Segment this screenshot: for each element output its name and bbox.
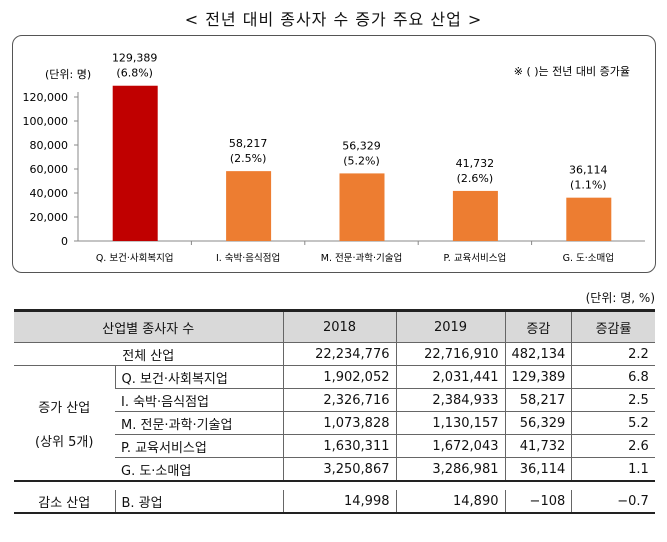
row-label: P. 교육서비스업 bbox=[115, 434, 283, 458]
bar bbox=[452, 190, 498, 241]
y-tick-label: 0 bbox=[61, 235, 68, 248]
table-row-total: 전체 산업 22,234,776 22,716,910 482,134 2.2 bbox=[14, 342, 655, 366]
group-subtitle: (상위 5개) bbox=[35, 434, 94, 450]
row-label: I. 숙박·음식점업 bbox=[115, 388, 283, 412]
cell-y2019: 3,286,981 bbox=[395, 457, 505, 482]
x-tick-label: G. 도·소매업 bbox=[563, 252, 614, 264]
cell-2018: 14,998 bbox=[282, 490, 396, 514]
header-2018: 2018 bbox=[282, 309, 396, 343]
bar-chart: 0 20,000 40,000 60,000 80,000 100,000 120,000 (… bbox=[23, 52, 645, 264]
page-title: < 전년 대비 종사자 수 증가 주요 산업 > bbox=[184, 10, 483, 29]
x-tick-label: Q. 보건·사회복지업 bbox=[96, 252, 174, 264]
table-header: 산업별 종사자 수 2018 2019 증감 증감률 bbox=[14, 309, 655, 343]
bar bbox=[566, 197, 612, 241]
cell-rate: 2.6 bbox=[571, 434, 655, 458]
cell-rate: 5.2 bbox=[571, 411, 655, 435]
cell-y2018: 1,630,311 bbox=[282, 434, 396, 458]
cell-y2018: 1,073,828 bbox=[282, 411, 396, 435]
cell-rate: 2.2 bbox=[571, 342, 655, 366]
y-tick-label: 40,000 bbox=[30, 187, 69, 200]
cell-diff: 482,134 bbox=[504, 342, 572, 366]
cell-2019: 14,890 bbox=[395, 490, 505, 514]
header-diff: 증감 bbox=[504, 309, 572, 343]
table-row: P. 교육서비스업 1,630,311 1,672,043 41,732 2.6 bbox=[14, 434, 655, 458]
cell-y2019: 1,672,043 bbox=[395, 434, 505, 458]
table-unit: (단위: 명, %) bbox=[585, 291, 655, 305]
cell-diff: 36,114 bbox=[504, 457, 572, 482]
table-row: I. 숙박·음식점업 2,326,716 2,384,933 58,217 2.5 bbox=[14, 388, 655, 412]
header-2019: 2019 bbox=[395, 309, 505, 343]
group-label: 증가 산업 (상위 5개) bbox=[14, 365, 115, 482]
bar-value-label: 41,732 bbox=[456, 157, 495, 170]
bar-rate-label: (2.6%) bbox=[457, 172, 494, 185]
bar bbox=[339, 173, 385, 241]
cell-y2018: 1,902,052 bbox=[282, 365, 396, 389]
bar-rate-label: (5.2%) bbox=[343, 154, 380, 167]
employment-table: 산업별 종사자 수 2018 2019 증감 증감률 전체 산업 22,234,… bbox=[14, 309, 655, 514]
table-row: 증가 산업 (상위 5개) Q. 보건·사회복지업 1,902,052 2,031,44… bbox=[14, 365, 655, 482]
bar bbox=[226, 171, 272, 241]
row-label: M. 전문·과학·기술업 bbox=[115, 411, 283, 435]
cell-y2019: 1,130,157 bbox=[395, 411, 505, 435]
cell-diff: 129,389 bbox=[504, 365, 572, 389]
cell-rate: −0.7 bbox=[571, 490, 655, 514]
table-row-decrease: 감소 산업 B. 광업 14,998 14,890 −108 −0.7 bbox=[14, 490, 655, 514]
cell-rate: 2.5 bbox=[571, 388, 655, 412]
bar-value-label: 36,114 bbox=[569, 164, 608, 177]
bar-value-label: 56,329 bbox=[342, 139, 381, 152]
cell-2018: 22,234,776 bbox=[282, 342, 396, 366]
cell-rate: 6.8 bbox=[571, 365, 655, 389]
y-tick-label: 100,000 bbox=[23, 115, 69, 128]
cell-y2018: 3,250,867 bbox=[282, 457, 396, 482]
cell-diff: −108 bbox=[504, 490, 572, 514]
y-tick-label: 80,000 bbox=[30, 139, 69, 152]
bar bbox=[112, 85, 158, 241]
cell-y2019: 2,384,933 bbox=[395, 388, 505, 412]
bar-value-label: 58,217 bbox=[229, 137, 268, 150]
bar-value-label: 129,389 bbox=[112, 52, 158, 65]
x-tick-label: I. 숙박·음식점업 bbox=[216, 252, 280, 264]
cell-rate: 1.1 bbox=[571, 457, 655, 482]
row-label: B. 광업 bbox=[114, 490, 283, 514]
x-tick-label: M. 전문·과학·기술업 bbox=[321, 252, 402, 264]
row-label: Q. 보건·사회복지업 bbox=[114, 365, 283, 389]
y-tick-label: 120,000 bbox=[23, 91, 69, 104]
header-rate: 증감률 bbox=[571, 309, 655, 343]
group-title: 증가 산업 bbox=[38, 400, 91, 416]
x-tick-label: P. 교육서비스업 bbox=[444, 252, 507, 264]
table-row: G. 도·소매업 3,250,867 3,286,981 36,114 1.1 bbox=[14, 457, 655, 482]
cell-y2019: 2,031,441 bbox=[395, 365, 505, 389]
cell-2019: 22,716,910 bbox=[395, 342, 505, 366]
chart-unit-label: (단위: 명) bbox=[45, 68, 91, 81]
bar-rate-label: (2.5%) bbox=[230, 152, 267, 165]
cell-diff: 56,329 bbox=[504, 411, 572, 435]
cell-diff: 41,732 bbox=[504, 434, 572, 458]
row-label: G. 도·소매업 bbox=[115, 457, 283, 482]
bar-rate-label: (1.1%) bbox=[570, 179, 607, 192]
chart-note: ※ ( )는 전년 대비 증가율 bbox=[514, 65, 630, 78]
chart-frame bbox=[12, 35, 656, 273]
row-label: 전체 산업 bbox=[14, 342, 283, 366]
group-label: 감소 산업 bbox=[14, 490, 115, 514]
header-industry: 산업별 종사자 수 bbox=[14, 309, 283, 343]
cell-diff: 58,217 bbox=[504, 388, 572, 412]
y-tick-label: 60,000 bbox=[30, 163, 69, 176]
bar-rate-label: (6.8%) bbox=[116, 67, 153, 80]
table-row: M. 전문·과학·기술업 1,073,828 1,130,157 56,329 5.2 bbox=[14, 411, 655, 435]
cell-y2018: 2,326,716 bbox=[282, 388, 396, 412]
y-tick-label: 20,000 bbox=[30, 211, 69, 224]
